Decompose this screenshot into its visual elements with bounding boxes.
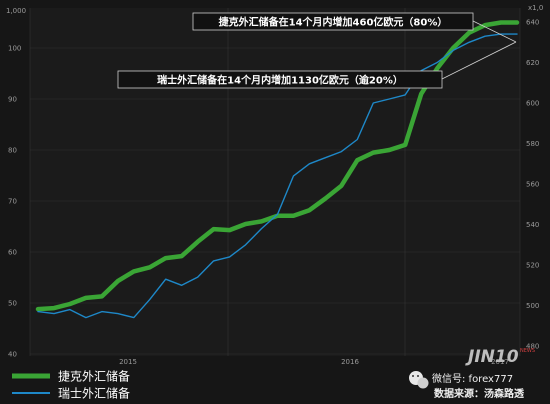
watermark-source: 数据来源：汤森路透	[434, 387, 525, 400]
callout-swiss: 瑞士外汇储备在14个月内增加1130亿欧元（逾20%）	[117, 41, 517, 89]
callout-czech-box	[192, 12, 474, 31]
x-axis: 2015 2016 2017	[119, 358, 509, 366]
left-axis-top-label: 1,000	[6, 7, 26, 15]
x-tick-label: 2017	[491, 358, 509, 366]
right-tick-label: 620	[526, 59, 539, 67]
callout-czech-text: 捷克外汇储备在14个月内增加460亿欧元（80%）	[219, 16, 448, 29]
left-tick-label: 100	[8, 45, 21, 53]
right-tick-label: 580	[526, 140, 539, 148]
right-axis: 480 500 520 540 560 580 600 620 640	[526, 19, 539, 351]
right-tick-label: 540	[526, 221, 539, 229]
left-tick-label: 40	[8, 351, 17, 359]
x-tick-label: 2016	[341, 358, 359, 366]
callout-czech-leader	[472, 20, 517, 43]
plot-area	[30, 8, 520, 356]
left-tick-label: 80	[8, 147, 17, 155]
legend: 捷克外汇储备 瑞士外汇储备	[12, 369, 130, 401]
left-tick-label: 50	[8, 300, 17, 308]
right-tick-label: 520	[526, 262, 539, 270]
right-tick-label: 500	[526, 302, 539, 310]
right-tick-label: 640	[526, 19, 539, 27]
x-tick-label: 2015	[119, 358, 137, 366]
right-tick-label: 600	[526, 100, 539, 108]
legend-label-czech: 捷克外汇储备	[58, 369, 130, 384]
callout-czech: 捷克外汇储备在14个月内增加460亿欧元（80%）	[192, 12, 517, 43]
right-tick-label: 480	[526, 343, 539, 351]
callout-swiss-text: 瑞士外汇储备在14个月内增加1130亿欧元（逾20%）	[157, 74, 403, 87]
left-tick-label: 70	[8, 198, 17, 206]
callout-swiss-leader	[441, 41, 517, 80]
watermark-brand-small: NEWS	[520, 348, 535, 354]
series-line-czech	[35, 20, 520, 312]
left-tick-label: 60	[8, 249, 17, 257]
watermark-brand: JIN10	[465, 347, 519, 367]
series-line-swiss	[37, 33, 518, 319]
callout-swiss-box	[117, 70, 443, 89]
left-axis: 40 50 60 70 80 90 100	[8, 45, 21, 359]
legend-label-swiss: 瑞士外汇储备	[58, 386, 130, 401]
watermark: JIN10 NEWS 微信号: forex777 数据来源：汤森路透	[409, 347, 535, 400]
right-tick-label: 560	[526, 181, 539, 189]
grid	[29, 8, 521, 356]
left-tick-label: 90	[8, 96, 17, 104]
series-layer	[35, 20, 520, 319]
wechat-icon	[409, 371, 429, 389]
right-axis-top-label: x1,0	[528, 4, 543, 12]
watermark-wechat: 微信号: forex777	[432, 372, 513, 385]
